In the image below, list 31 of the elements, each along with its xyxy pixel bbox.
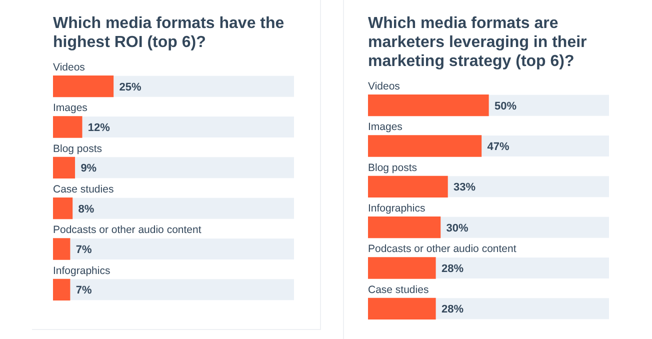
y-tick-label: Blog posts [368, 162, 418, 174]
bar [53, 116, 82, 138]
data-label: 7% [76, 244, 92, 256]
y-tick-label: Podcasts or other audio content [368, 243, 516, 256]
y-tick-label: Case studies [53, 183, 114, 196]
y-tick-label: Case studies [368, 284, 429, 296]
y-tick-label: Videos [368, 80, 400, 92]
y-tick-label: Images [368, 121, 402, 134]
data-label: 28% [441, 263, 464, 276]
y-tick-label: Images [53, 102, 88, 114]
data-label: 50% [494, 100, 517, 112]
data-label: 30% [446, 222, 469, 234]
chart-title: Which media formats are marketers leveraging in their marketing strategy (top 6)? [368, 14, 588, 71]
data-label: 33% [454, 182, 476, 194]
y-tick-label: Blog posts [53, 142, 102, 155]
y-tick-label: Infographics [368, 202, 426, 214]
data-label: 9% [80, 162, 97, 175]
text: Which media formats have the highest ROI (top 6)? [53, 14, 286, 52]
y-tick-label: Podcasts or other audio content [53, 224, 202, 236]
bar [53, 198, 73, 220]
bar [53, 238, 70, 260]
data-label: 12% [88, 122, 110, 134]
bar [53, 278, 70, 300]
data-label: 8% [78, 203, 94, 216]
data-label: 7% [76, 284, 92, 297]
data-label: 25% [119, 81, 142, 94]
data-label: 28% [441, 304, 464, 316]
y-tick-label: Videos [53, 61, 85, 74]
data-label: 47% [487, 141, 510, 154]
y-tick-label: Infographics [53, 264, 110, 277]
bar [53, 156, 76, 178]
